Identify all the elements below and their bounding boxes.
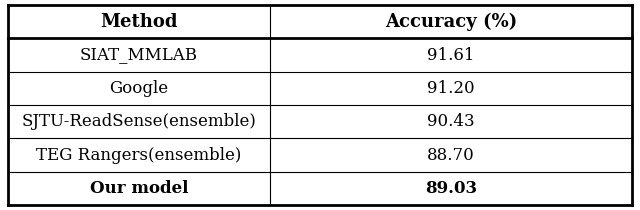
Text: SJTU-ReadSense(ensemble): SJTU-ReadSense(ensemble) [22, 113, 257, 130]
Text: 91.20: 91.20 [428, 80, 475, 97]
Text: Accuracy (%): Accuracy (%) [385, 13, 517, 31]
Text: 91.61: 91.61 [428, 46, 475, 63]
Text: 88.70: 88.70 [427, 147, 475, 164]
Text: TEG Rangers(ensemble): TEG Rangers(ensemble) [36, 147, 242, 164]
Text: SIAT_MMLAB: SIAT_MMLAB [80, 46, 198, 63]
Text: Method: Method [100, 13, 178, 31]
Text: Google: Google [109, 80, 168, 97]
Text: Our model: Our model [90, 180, 188, 197]
Text: 90.43: 90.43 [428, 113, 475, 130]
Text: 89.03: 89.03 [425, 180, 477, 197]
